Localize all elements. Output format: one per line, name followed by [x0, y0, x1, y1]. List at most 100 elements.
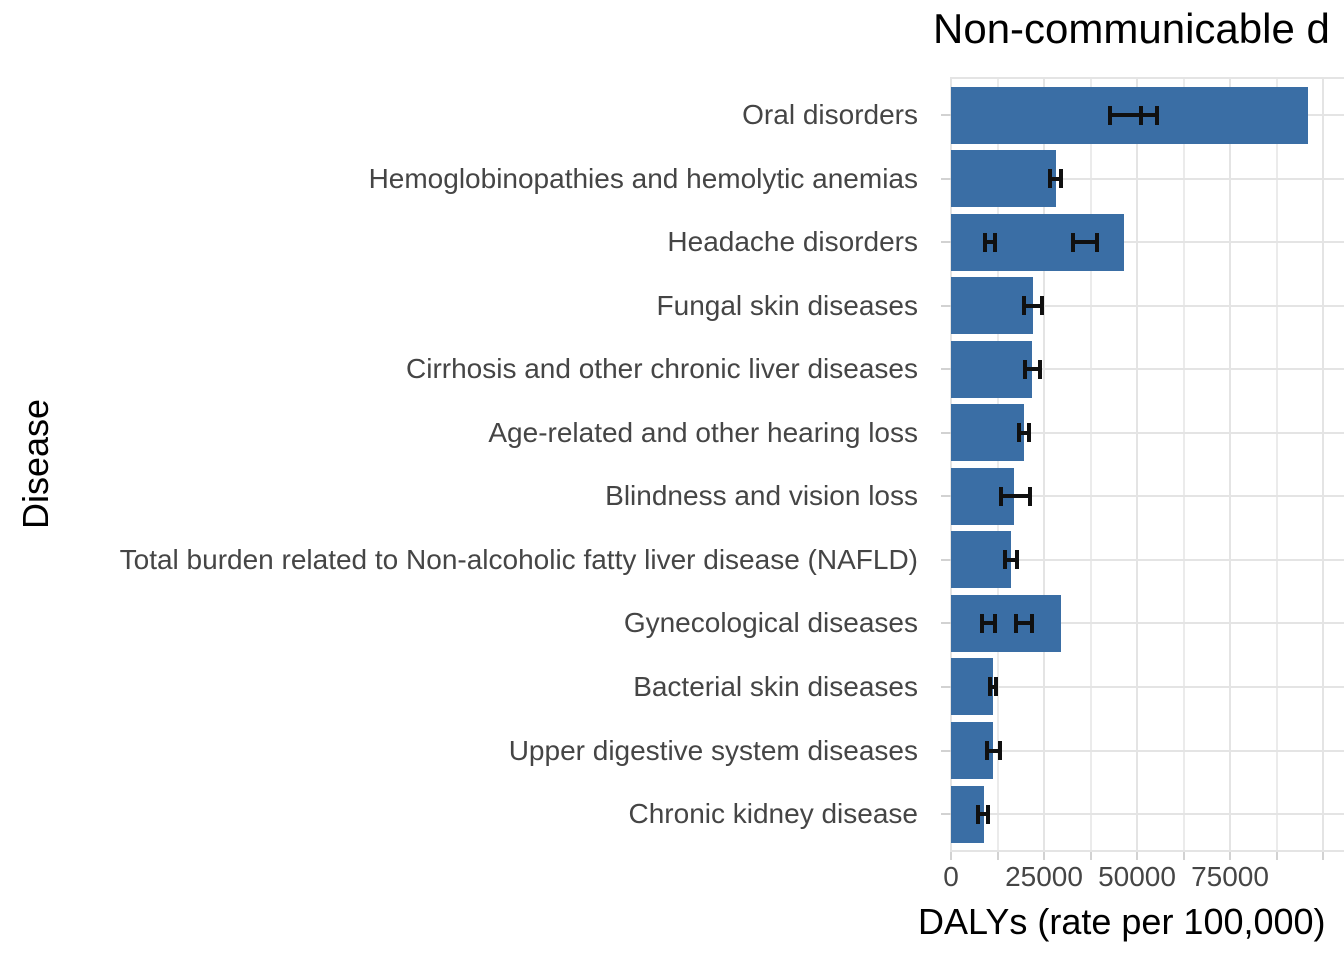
error-bar-cap-low [1139, 105, 1144, 125]
gridline-x-minor [996, 77, 999, 852]
error-bar [1025, 367, 1040, 372]
error-bar [1049, 176, 1061, 181]
y-axis-label: Upper digestive system diseases [508, 734, 918, 766]
panel-top-gridline [951, 77, 1344, 79]
error-bar [1016, 621, 1033, 626]
error-bar [1004, 557, 1017, 562]
error-bar-cap-low [1002, 550, 1007, 570]
y-axis-label: Blindness and vision loss [605, 480, 918, 512]
gridline-x-major [950, 77, 952, 852]
error-bar-cap-low [1071, 232, 1076, 252]
error-bar [984, 240, 995, 245]
y-axis-label: Total burden related to Non-alcoholic fa… [119, 543, 918, 575]
error-bar-cap-low [988, 677, 993, 697]
error-bar-cap-high [1037, 359, 1042, 379]
gridline-x-major [1043, 77, 1045, 852]
bar [951, 340, 1033, 398]
y-axis-tick [941, 368, 951, 371]
error-bar-cap-low [985, 741, 990, 760]
y-axis-tick [941, 558, 951, 561]
gridline-y-major [951, 685, 1344, 688]
error-bar-cap-low [976, 804, 981, 824]
error-bar [987, 748, 1001, 753]
y-axis-tick [941, 241, 951, 244]
panel-bottom-gridline [951, 850, 1344, 852]
bar [951, 531, 1011, 589]
error-bar-cap-low [998, 486, 1003, 506]
error-bar-cap-high [985, 804, 990, 824]
x-axis-tick [1089, 852, 1092, 860]
x-axis-tick-label: 50000 [1098, 861, 1176, 892]
error-bar-cap-low [979, 613, 984, 633]
error-bar [1019, 430, 1030, 435]
gridline-y-major [951, 558, 1344, 561]
bar [951, 404, 1024, 462]
gridline-y-major [951, 495, 1344, 498]
x-axis-tick-label: 25000 [1005, 861, 1083, 892]
y-axis-tick [941, 749, 951, 752]
gridline-y-major [951, 749, 1344, 752]
x-axis-tick [1043, 852, 1045, 860]
error-bar-cap-high [1058, 169, 1063, 189]
error-bar [978, 812, 988, 817]
error-bar-cap-low [982, 232, 987, 252]
error-bar [1109, 113, 1142, 117]
y-axis-tick [941, 304, 951, 307]
y-axis-tick [941, 813, 951, 816]
gridline-y-major [951, 304, 1344, 307]
error-bar-cap-high [994, 677, 998, 697]
x-axis-tick [1322, 852, 1324, 860]
bar [951, 150, 1056, 208]
y-axis-label: Hemoglobinopathies and hemolytic anemias [368, 162, 918, 194]
error-bar-cap-low [1014, 613, 1019, 633]
y-axis-label: Gynecological diseases [623, 607, 918, 639]
error-bar [990, 684, 996, 689]
bar [951, 658, 994, 716]
error-bar-cap-low [1023, 359, 1028, 379]
y-axis-label: Fungal skin diseases [656, 289, 918, 321]
gridline-x-major [1136, 77, 1138, 852]
gridline-x-minor [1275, 77, 1278, 852]
chart-title: Non-communicable d [933, 5, 1330, 52]
x-axis-tick [950, 852, 952, 860]
y-axis-tick [941, 685, 951, 688]
error-bar-cap-high [992, 232, 997, 252]
x-axis-tick [1275, 852, 1278, 860]
x-axis-tick-label: 75000 [1191, 861, 1269, 892]
bar [951, 277, 1033, 335]
gridline-y-major [951, 813, 1344, 816]
error-bar-cap-low [1021, 296, 1026, 316]
error-bar-cap-high [1030, 613, 1035, 633]
y-axis-tick [941, 495, 951, 498]
error-bar-cap-high [1027, 423, 1032, 443]
gridline-x-major [1229, 77, 1231, 852]
y-axis-label: Headache disorders [667, 226, 918, 258]
gridline-y-major [951, 368, 1344, 371]
error-bar [1073, 240, 1097, 245]
error-bar-cap-low [1107, 105, 1112, 125]
y-axis-tick [941, 622, 951, 625]
y-axis-label: Cirrhosis and other chronic liver diseas… [406, 353, 918, 385]
error-bar-cap-high [998, 741, 1003, 760]
error-bar [1141, 113, 1158, 117]
error-bar-cap-low [1017, 423, 1022, 443]
x-axis-tick [1136, 852, 1138, 860]
x-axis-tick [1229, 852, 1231, 860]
y-axis-tick [941, 114, 951, 116]
y-axis-label: Age-related and other hearing loss [488, 416, 918, 448]
error-bar-cap-low [1047, 169, 1052, 189]
error-bar-cap-high [1027, 486, 1032, 506]
y-axis-label: Bacterial skin diseases [633, 670, 918, 702]
x-axis-tick [1182, 852, 1185, 860]
y-axis-label: Chronic kidney disease [628, 798, 919, 830]
gridline-x-major [1322, 77, 1324, 852]
y-axis-label: Oral disorders [742, 99, 918, 130]
gridline-x-minor [1089, 77, 1092, 852]
error-bar-cap-high [1094, 232, 1099, 252]
x-axis-tick-label: 0 [943, 861, 959, 892]
error-bar-cap-high [1155, 105, 1160, 125]
gridline-y-major [951, 431, 1344, 434]
error-bar-cap-high [1040, 296, 1045, 316]
gridline-y-major [951, 241, 1344, 244]
